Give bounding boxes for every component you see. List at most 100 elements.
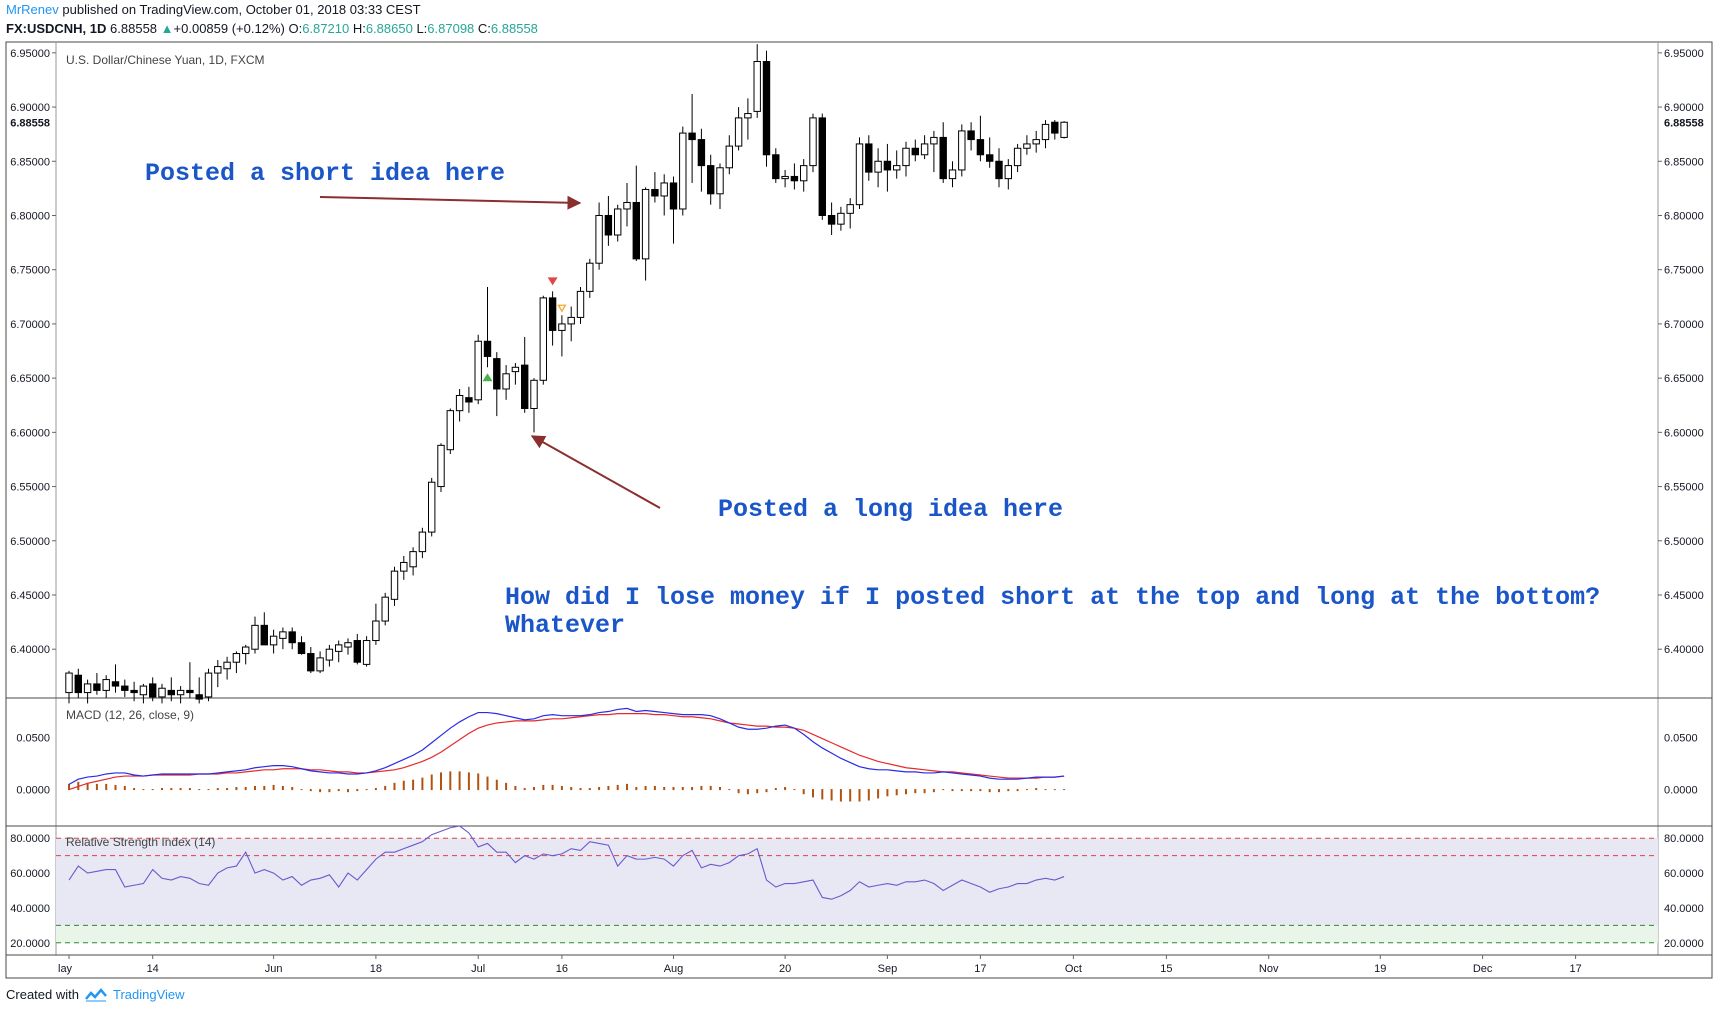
candle-up — [372, 620, 380, 642]
candle-down — [521, 364, 529, 409]
candle-up — [539, 297, 547, 381]
candle-up — [734, 117, 743, 147]
candle-down — [967, 130, 975, 141]
candle-up — [1060, 121, 1068, 138]
candle-up — [753, 61, 761, 112]
candle-down — [790, 175, 799, 182]
candle-up — [902, 147, 910, 167]
candle-down — [288, 631, 296, 644]
rsi-line — [68, 825, 1065, 900]
macd-line — [68, 707, 1065, 785]
candle-up — [204, 672, 213, 698]
rsi-tick-left: 40.0000 — [10, 903, 50, 915]
candle-down — [111, 681, 120, 687]
price-pane-title: U.S. Dollar/Chinese Yuan, 1D, FXCM — [66, 53, 265, 67]
candle-down — [186, 689, 194, 694]
candle-down — [688, 132, 696, 141]
candle-up — [809, 117, 817, 167]
rsi-tick-right: 20.0000 — [1664, 938, 1704, 950]
candle-up — [614, 208, 622, 236]
candle-up — [381, 596, 389, 622]
time-axis-label: Jun — [265, 963, 283, 975]
time-axis-label: 19 — [1374, 963, 1386, 975]
candle-up — [502, 373, 510, 390]
candle-down — [130, 689, 138, 694]
rsi-tick-right: 40.0000 — [1664, 903, 1704, 915]
price-tick-right: 6.80000 — [1664, 210, 1704, 222]
time-axis-label: lay — [58, 963, 73, 975]
candle-up — [920, 143, 929, 156]
candle-up — [214, 666, 222, 674]
candle-up — [158, 687, 166, 698]
symbol-info: FX:USDCNH, 1D 6.88558 ▲+0.00859 (+0.12%)… — [6, 21, 538, 36]
candle-down — [604, 214, 613, 236]
price-tick-left: 6.80000 — [10, 210, 50, 222]
price-tick-right: 6.75000 — [1664, 265, 1704, 277]
candle-up — [1041, 123, 1050, 141]
time-axis-label: Aug — [664, 963, 684, 975]
candle-up — [400, 561, 408, 572]
symbol-name: FX:USDCNH, 1D — [6, 21, 107, 36]
price-tick-left: 6.65000 — [10, 373, 50, 385]
price-tick-right: 6.85000 — [1664, 156, 1704, 168]
macd-tick-left: 0.0000 — [16, 785, 50, 797]
time-axis-label: 18 — [370, 963, 382, 975]
time-axis-label: Dec — [1473, 963, 1493, 975]
tradingview-logo-icon — [85, 987, 107, 1002]
secondary-signal-marker — [557, 304, 567, 313]
annotation-question: How did I lose money if I posted short a… — [505, 583, 1600, 612]
candle-up — [242, 646, 250, 655]
candle-down — [865, 143, 873, 173]
candle-down — [651, 188, 659, 197]
candle-up — [418, 531, 427, 553]
candle-up — [855, 143, 864, 206]
price-tick-left: 6.50000 — [10, 536, 50, 548]
candle-down — [986, 154, 994, 162]
candle-up — [595, 214, 603, 264]
arrow-to-short — [319, 195, 582, 210]
up-triangle-icon: ▲ — [160, 21, 174, 36]
rsi-band-fill — [56, 838, 1658, 926]
price-tick-left: 6.40000 — [10, 644, 50, 656]
candle-up — [409, 551, 417, 568]
candle-down — [465, 397, 473, 403]
candle-down — [707, 165, 715, 195]
candle-up — [948, 169, 957, 180]
candle-up — [102, 679, 110, 691]
price-tick-left: 6.90000 — [10, 102, 50, 114]
candle-down — [195, 694, 203, 700]
created-with-text: Created with — [6, 987, 79, 1002]
candle-up — [232, 653, 241, 663]
last-price-label-left: 6.88558 — [10, 118, 50, 130]
published-text: published on TradingView.com, October 01… — [62, 2, 421, 17]
candle-up — [1004, 165, 1012, 180]
price-tick-left: 6.95000 — [10, 48, 50, 60]
candle-up — [641, 188, 650, 260]
candle-up — [325, 648, 334, 661]
candle-up — [567, 316, 575, 325]
close-label: C: — [477, 21, 491, 36]
candle-down — [995, 160, 1003, 180]
candle-down — [260, 624, 269, 646]
rsi-tick-right: 60.0000 — [1664, 868, 1704, 880]
macd-tick-right: 0.0500 — [1664, 733, 1698, 745]
price-tick-left: 6.85000 — [10, 156, 50, 168]
candle-up — [474, 340, 482, 401]
price-tick-right: 6.95000 — [1664, 48, 1704, 60]
candle-down — [772, 154, 780, 180]
long-signal-marker — [482, 373, 493, 382]
candle-down — [353, 640, 362, 663]
author-link[interactable]: MrRenev — [6, 2, 59, 17]
candle-up — [437, 444, 445, 488]
candle-up — [390, 570, 399, 600]
candle-up — [362, 640, 371, 665]
time-axis-label: 16 — [556, 963, 568, 975]
candle-down — [74, 674, 82, 694]
candle-up — [744, 113, 752, 119]
open-value: 6.87210 — [302, 21, 350, 36]
tradingview-brand[interactable]: TradingView — [112, 987, 185, 1002]
candle-up — [623, 201, 631, 210]
close-value: 6.88558 — [490, 21, 538, 36]
macd-tick-right: 0.0000 — [1664, 785, 1698, 797]
